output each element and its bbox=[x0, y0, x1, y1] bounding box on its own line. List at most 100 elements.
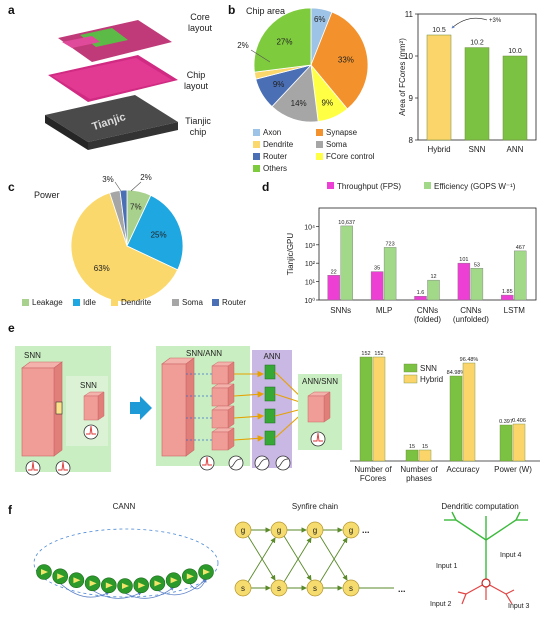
pie-slice-label: 9% bbox=[322, 99, 334, 108]
svg-text:s: s bbox=[241, 584, 245, 593]
legend-label: Synapse bbox=[326, 128, 358, 137]
legend-label: Hybrid bbox=[420, 375, 443, 384]
spike-icon bbox=[25, 460, 41, 476]
pie-slice bbox=[310, 11, 369, 110]
bar-value-label: 467 bbox=[516, 245, 525, 251]
bar-value-label: 12 bbox=[430, 274, 436, 280]
snn-ann-label: SNN/ANN bbox=[186, 349, 222, 358]
bar-value-label: 0.397 bbox=[499, 419, 513, 425]
legend-swatch bbox=[316, 129, 323, 136]
cann-neuron-icon bbox=[182, 568, 198, 585]
snn-small-block bbox=[83, 391, 105, 421]
bar-value-label: 53 bbox=[474, 262, 480, 268]
synfire-connections bbox=[247, 527, 348, 591]
cann-neuron-icon bbox=[52, 568, 69, 585]
bar bbox=[372, 356, 386, 462]
bar-value-label: 84.98% bbox=[447, 370, 466, 376]
synfire-g-node: g bbox=[270, 521, 288, 539]
svg-text:g: g bbox=[277, 526, 281, 535]
cann-ring bbox=[33, 528, 219, 598]
pie-slice-label: 2% bbox=[140, 173, 152, 182]
bar-value-label: 10.5 bbox=[432, 27, 446, 34]
panel-a-label: a bbox=[8, 3, 15, 17]
x-tick-label: CNNs (unfolded) bbox=[453, 306, 489, 324]
bar-value-label: 10.2 bbox=[470, 40, 484, 47]
synfire-g-node: g bbox=[342, 521, 360, 539]
pie-slice-label: 14% bbox=[291, 99, 307, 108]
transform-arrow-icon bbox=[130, 396, 152, 420]
dendritic-title: Dendritic computation bbox=[441, 502, 518, 511]
bar-value-label: 101 bbox=[459, 257, 468, 263]
pie-slice-label: 27% bbox=[276, 38, 292, 47]
pie-slice bbox=[70, 192, 179, 303]
bar bbox=[383, 247, 397, 301]
increase-annotation: +3% bbox=[489, 18, 502, 24]
bar-legend: Throughput (FPS) Efficiency (GOPS W⁻¹) bbox=[327, 182, 516, 191]
snn-ann-core-stack bbox=[211, 361, 235, 451]
legend-label: SNN bbox=[420, 364, 437, 373]
synfire-ellipsis: ... bbox=[398, 584, 406, 594]
pie-slice bbox=[253, 7, 312, 73]
pie-c-title: Power bbox=[34, 190, 60, 200]
pie-slice-label: 7% bbox=[130, 203, 142, 212]
bar-legend: SNN Hybrid bbox=[403, 363, 443, 384]
x-tick-label: Power (W) bbox=[494, 465, 532, 474]
dendrite-input-label: Input 2 bbox=[430, 601, 452, 608]
bar-value-label: 96.48% bbox=[460, 357, 479, 363]
bar bbox=[418, 449, 432, 462]
snn-column-block bbox=[21, 361, 63, 457]
spike-icon bbox=[83, 424, 99, 440]
bar bbox=[449, 375, 463, 462]
pie-slice-label: 25% bbox=[151, 231, 167, 240]
panel-c-label: c bbox=[8, 180, 15, 194]
cann-neuron-icon bbox=[84, 575, 101, 592]
layer-label-chip: Chip layout bbox=[184, 70, 209, 91]
bar-value-label: 15 bbox=[409, 444, 415, 450]
legend-label: Efficiency (GOPS W⁻¹) bbox=[434, 182, 516, 191]
bar bbox=[370, 271, 384, 301]
synfire-chain: g s g s g s g s...... bbox=[234, 521, 406, 597]
pie-slice bbox=[119, 189, 128, 247]
bar-value-label: 10.0 bbox=[508, 48, 522, 55]
x-tick-label: Accuracy bbox=[447, 465, 480, 474]
legend-swatch bbox=[111, 299, 118, 306]
legend-label: Leakage bbox=[32, 298, 63, 307]
dashed-connections bbox=[186, 373, 212, 441]
cann-neuron-icon bbox=[149, 575, 166, 592]
legend-label: Dendrite bbox=[263, 140, 294, 149]
x-tick-label: ANN bbox=[507, 145, 524, 154]
y-tick-label: 10¹ bbox=[305, 280, 316, 287]
bar-value-label: 35 bbox=[374, 266, 380, 272]
synfire-s-node: s bbox=[306, 579, 324, 597]
bar bbox=[457, 262, 471, 301]
spike-icon bbox=[199, 455, 215, 471]
cann-neuron-icon bbox=[133, 577, 149, 594]
x-tick-label: Number of phases bbox=[400, 465, 438, 483]
legend-swatch bbox=[403, 363, 418, 373]
cann-neuron-icon bbox=[117, 578, 133, 594]
bar bbox=[512, 423, 526, 462]
bar-value-label: 1.85 bbox=[502, 289, 513, 295]
synfire-s-node: s bbox=[234, 579, 252, 597]
bar-value-label: 723 bbox=[386, 241, 395, 247]
bar-value-label: 152 bbox=[361, 351, 370, 357]
legend-swatch bbox=[253, 141, 260, 148]
legend-swatch bbox=[73, 299, 80, 306]
snn-region-label: SNN bbox=[24, 351, 41, 360]
legend-swatch bbox=[403, 374, 418, 384]
x-tick-label: LSTM bbox=[504, 306, 526, 315]
pie-slice-label: 9% bbox=[273, 80, 285, 89]
cann-connections bbox=[59, 578, 207, 599]
legend-swatch bbox=[424, 182, 431, 189]
dendrite-input-label: Input 3 bbox=[508, 603, 530, 610]
y-axis-label: Area of FCores (mm²) bbox=[398, 38, 407, 116]
bar bbox=[462, 362, 476, 462]
svg-text:g: g bbox=[313, 526, 317, 535]
legend-label: FCore control bbox=[326, 152, 375, 161]
x-tick-label: Hybrid bbox=[427, 145, 450, 154]
cann-neuron-icon bbox=[165, 572, 182, 589]
panel-c: c Power 7% 25% 63% 3% 2% Leakage Idle Dendrite… bbox=[8, 173, 246, 307]
